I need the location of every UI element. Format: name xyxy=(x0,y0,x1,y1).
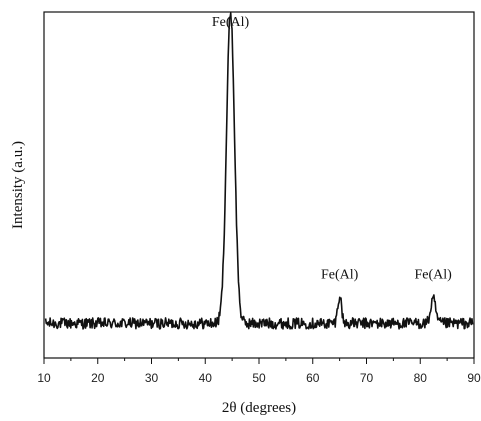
peak-label: Fe(Al) xyxy=(321,267,359,282)
x-tick-label: 10 xyxy=(37,371,51,385)
x-axis-tick-labels: 10 20 30 40 50 60 70 80 90 xyxy=(37,371,481,385)
y-axis-title: Intensity (a.u.) xyxy=(10,141,26,229)
x-tick-label: 40 xyxy=(199,371,213,385)
x-axis-ticks xyxy=(43,358,475,364)
x-axis-title: 2θ (degrees) xyxy=(222,400,296,416)
x-tick-label: 60 xyxy=(306,371,320,385)
x-tick-label: 50 xyxy=(252,371,266,385)
x-tick-label: 90 xyxy=(467,371,481,385)
peak-annotations: Fe(Al) Fe(Al) Fe(Al) xyxy=(212,15,452,283)
peak-label: Fe(Al) xyxy=(212,15,250,30)
x-tick-label: 80 xyxy=(414,371,428,385)
x-tick-label: 70 xyxy=(360,371,374,385)
xrd-pattern-line xyxy=(44,12,474,330)
x-tick-label: 30 xyxy=(145,371,159,385)
x-tick-label: 20 xyxy=(91,371,105,385)
peak-label: Fe(Al) xyxy=(414,267,452,282)
plot-frame xyxy=(43,11,475,359)
